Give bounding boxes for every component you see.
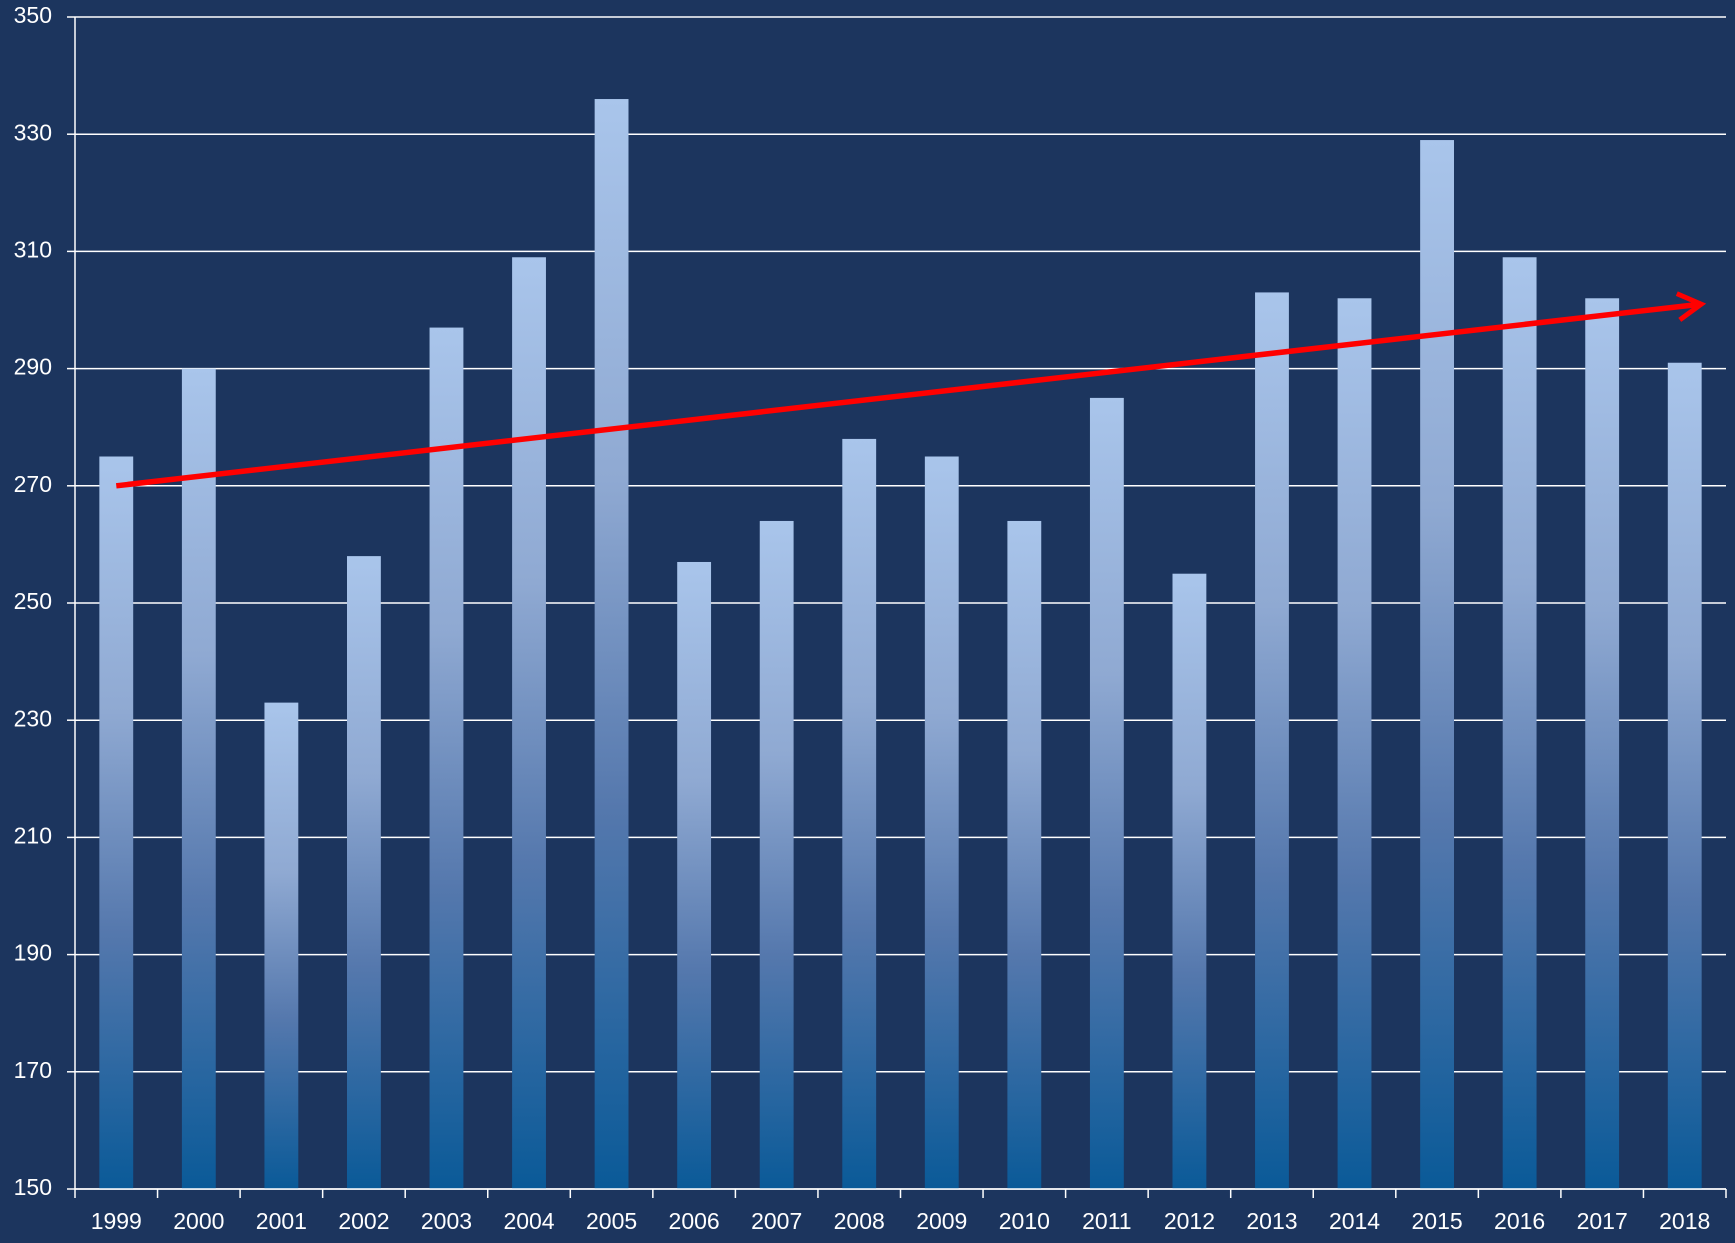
y-tick-label: 290: [14, 354, 52, 380]
bar: [99, 456, 134, 1189]
x-tick-label: 2015: [1411, 1208, 1462, 1234]
x-tick-label: 2012: [1164, 1208, 1215, 1234]
y-tick-label: 250: [14, 588, 52, 614]
y-tick-label: 270: [14, 471, 52, 497]
bar: [429, 327, 464, 1190]
bar: [512, 257, 546, 1189]
bar: [924, 456, 959, 1189]
x-tick-label: 2003: [421, 1208, 472, 1234]
y-tick-label: 350: [14, 2, 52, 28]
bar: [347, 556, 381, 1189]
bar: [181, 368, 216, 1190]
y-tick-label: 230: [14, 705, 52, 731]
bar: [842, 438, 877, 1189]
x-tick-label: 2005: [586, 1208, 637, 1234]
x-tick-label: 2016: [1494, 1208, 1545, 1234]
trend-arrow: [115, 291, 1707, 489]
bar: [1420, 140, 1454, 1189]
bar: [1337, 298, 1372, 1189]
bar: [1007, 520, 1042, 1189]
y-tick-label: 310: [14, 236, 52, 262]
bar: [1172, 573, 1207, 1189]
bar: [264, 702, 299, 1189]
x-tick-label: 2007: [751, 1208, 802, 1234]
bar: [594, 99, 629, 1189]
bar: [1502, 257, 1537, 1189]
x-tick-label: 1999: [91, 1208, 142, 1234]
x-tick-label: 2013: [1246, 1208, 1297, 1234]
x-tick-label: 2014: [1329, 1208, 1380, 1234]
x-tick-label: 2002: [338, 1208, 389, 1234]
x-tick-label: 2004: [503, 1208, 554, 1234]
bar: [1089, 397, 1124, 1189]
bar: [677, 561, 712, 1189]
x-tick-label: 2017: [1577, 1208, 1628, 1234]
x-tick-label: 2010: [999, 1208, 1050, 1234]
y-tick-label: 330: [14, 119, 52, 145]
x-tick-label: 2000: [173, 1208, 224, 1234]
bar: [759, 520, 794, 1189]
x-tick-label: 2011: [1082, 1208, 1131, 1234]
x-tick-label: 2008: [834, 1208, 885, 1234]
x-tick-label: 2001: [256, 1208, 307, 1234]
y-tick-label: 210: [14, 822, 52, 848]
bar: [1585, 298, 1620, 1189]
bar: [1255, 292, 1289, 1189]
y-tick-label: 170: [14, 1057, 52, 1083]
x-tick-label: 2006: [669, 1208, 720, 1234]
y-tick-label: 150: [14, 1174, 52, 1200]
bar: [1667, 362, 1702, 1189]
y-tick-label: 190: [14, 940, 52, 966]
x-tick-label: 2009: [916, 1208, 967, 1234]
x-tick-label: 2018: [1659, 1208, 1710, 1234]
